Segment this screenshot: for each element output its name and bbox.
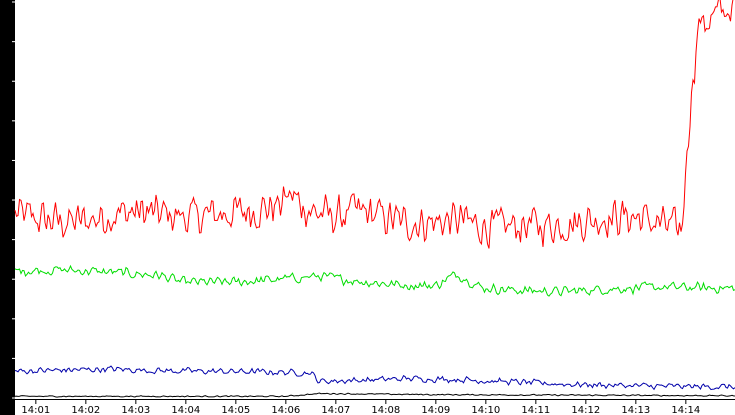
y-tick-label: 4977	[3, 108, 14, 133]
x-tick-label: 14:05	[221, 405, 250, 415]
x-axis-ticks: 14:01 14:02 14:03 14:04 14:05 14:06 14:07 14:08…	[21, 399, 700, 415]
y-axis-band	[0, 0, 15, 415]
x-tick-label: 14:08	[371, 405, 400, 415]
x-tick-label: 14:13	[621, 405, 650, 415]
x-tick-label: 14:09	[421, 405, 450, 415]
series-line-1	[14, 0, 734, 249]
series-layer	[14, 0, 735, 398]
x-tick-label: 14:01	[21, 405, 50, 415]
y-tick-label: 711	[3, 349, 14, 368]
y-tick-label: 0	[3, 395, 14, 401]
x-tick-label: 14:04	[171, 405, 200, 415]
y-tick-label: 2133	[3, 266, 14, 291]
y-tick-label: 2844	[3, 227, 14, 252]
y-tick-label: 3555	[3, 187, 14, 212]
x-tick-label: 14:06	[271, 405, 300, 415]
x-tick-label: 14:12	[571, 405, 600, 415]
x-tick-label: 14:03	[121, 405, 150, 415]
series-line-2	[14, 264, 735, 297]
y-tick-label: 7111	[3, 3, 14, 28]
y-tick-label: 4266	[3, 148, 14, 173]
x-tick-label: 14:10	[471, 405, 500, 415]
x-tick-label: 14:07	[321, 405, 350, 415]
x-tick-label: 14:02	[71, 405, 100, 415]
y-tick-label: 6399	[3, 29, 14, 54]
y-tick-label: 5688	[3, 69, 14, 94]
series-line-3	[14, 365, 735, 391]
x-tick-label: 14:14	[671, 405, 700, 415]
x-tick-label: 14:11	[521, 405, 550, 415]
series-line-4	[14, 392, 735, 398]
y-tick-label: 1422	[3, 306, 14, 331]
